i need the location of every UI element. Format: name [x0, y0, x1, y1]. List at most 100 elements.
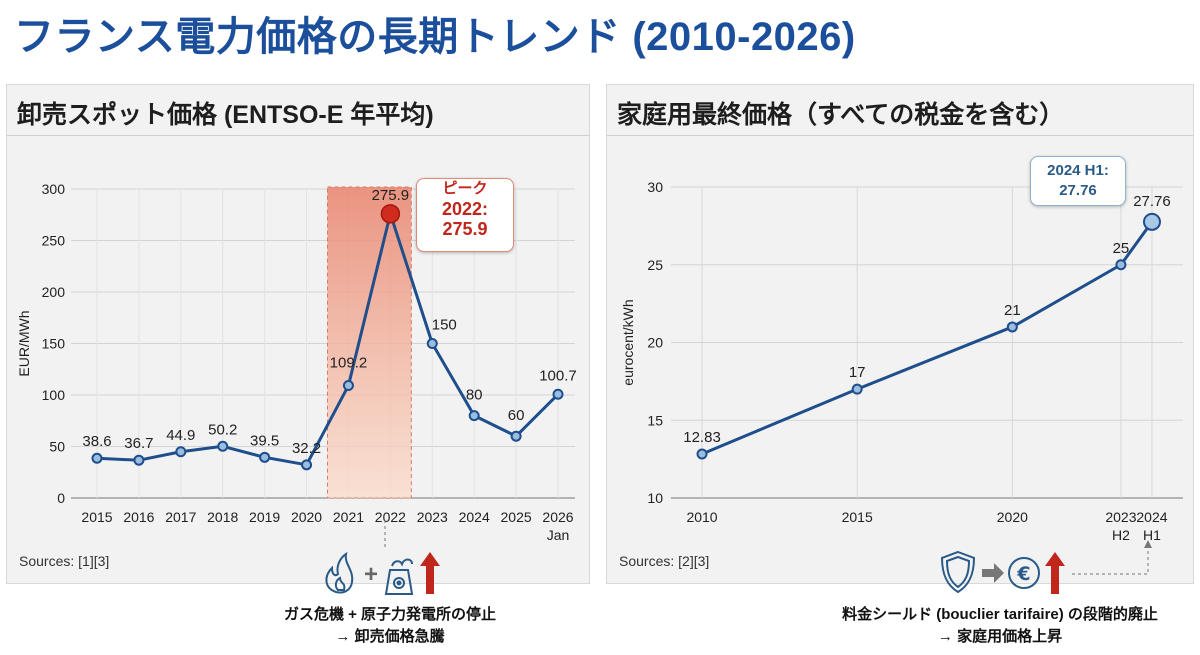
data-label: 21 — [1004, 302, 1021, 319]
panel-divider — [7, 135, 589, 136]
x-tick-label: 2023 — [417, 509, 448, 525]
arrow-up-icon — [1045, 552, 1065, 594]
peak-callout: ピーク 2022: 275.9 — [416, 178, 514, 252]
y-tick-label: 150 — [42, 336, 66, 352]
crisis-highlight-band — [327, 186, 412, 499]
x-tick-sublabel: Jan — [547, 527, 570, 543]
h1-callout-value: 27.76 — [1059, 182, 1097, 199]
y-tick-label: 10 — [647, 490, 663, 506]
x-tick-label: 2015 — [842, 509, 873, 525]
data-point — [552, 388, 564, 400]
data-point — [1006, 321, 1018, 333]
data-label: 150 — [432, 317, 457, 334]
shield-removal-icons: € — [940, 550, 1065, 594]
nuclear-plant-icon — [384, 558, 414, 595]
data-point — [468, 410, 480, 422]
wholesale-note-line1: ガス危機 + 原子力発電所の停止 — [283, 606, 497, 623]
x-tick-label: 2022 — [375, 509, 406, 525]
peak-callout-value: 275.9 — [442, 219, 488, 239]
x-tick-label: 2015 — [81, 509, 112, 525]
x-tick-label: 2016 — [123, 509, 154, 525]
shield-icon — [940, 550, 976, 594]
data-point — [133, 454, 145, 466]
crisis-icons: + — [325, 551, 440, 595]
household-note: 料金シールド (bouclier tarifaire) の段階的廃止 → 家庭用… — [805, 604, 1195, 648]
wholesale-note-line2: → 卸売価格急騰 — [335, 628, 445, 645]
x-tick-label: 2018 — [207, 509, 238, 525]
y-tick-label: 300 — [42, 181, 66, 197]
svg-text:€: € — [1016, 563, 1030, 585]
x-tick-label: 2021 — [333, 509, 364, 525]
x-tick-label: 2019 — [249, 509, 280, 525]
data-point — [301, 459, 313, 471]
x-tick-label: 2026 — [542, 509, 573, 525]
data-label: 44.9 — [166, 427, 195, 444]
wholesale-sources: Sources: [1][3] — [19, 553, 110, 569]
household-series-line — [701, 220, 1154, 456]
data-label: 109.2 — [330, 355, 368, 372]
data-label: 17 — [849, 364, 866, 381]
y-tick-label: 200 — [42, 284, 66, 300]
x-tick-label: 2020 — [291, 509, 322, 525]
y-tick-label: 30 — [647, 179, 663, 195]
h1-callout-label: 2024 H1: — [1047, 162, 1109, 179]
panel-divider — [607, 135, 1193, 136]
page-title: フランス電力価格の長期トレンド (2010-2026) — [14, 15, 856, 59]
data-label: 38.6 — [82, 433, 111, 450]
x-tick-sublabel: H2 — [1112, 527, 1130, 543]
data-point — [342, 380, 354, 392]
wholesale-price-panel: 卸売スポット価格 (ENTSO-E 年平均) 0 50 100 150 200 250 30… — [6, 84, 590, 584]
wholesale-note: ガス危機 + 原子力発電所の停止 → 卸売価格急騰 — [250, 604, 530, 648]
plus-icon: + — [364, 561, 378, 588]
x-tick-label: 2020 — [997, 509, 1028, 525]
y-tick-label: 100 — [42, 387, 66, 403]
data-point — [259, 451, 271, 463]
data-point — [851, 383, 863, 395]
euro-icon: € — [1008, 557, 1040, 589]
data-label: 27.76 — [1133, 193, 1171, 210]
y-tick-label: 25 — [647, 257, 663, 273]
data-label: 39.5 — [250, 432, 279, 449]
y-axis-label: EUR/MWh — [16, 310, 32, 376]
latest-point — [1142, 212, 1161, 231]
arrow-right-icon — [982, 563, 1004, 583]
x-tick-label: 2024 — [1136, 509, 1167, 525]
flame-icon — [325, 551, 354, 594]
y-tick-label: 50 — [49, 439, 65, 455]
data-label: 12.83 — [683, 429, 721, 446]
y-axis-label: eurocent/kWh — [620, 299, 636, 385]
data-label: 275.9 — [372, 187, 410, 204]
household-note-line2: → 家庭用価格上昇 — [937, 628, 1063, 645]
leader-line-right — [1072, 540, 1152, 575]
leader-line — [384, 520, 386, 550]
h1-2024-callout: 2024 H1: 27.76 — [1030, 156, 1126, 206]
data-point — [696, 448, 708, 460]
x-tick-sublabel: H1 — [1143, 527, 1161, 543]
y-tick-label: 0 — [57, 490, 65, 506]
wholesale-panel-title: 卸売スポット価格 (ENTSO-E 年平均) — [17, 101, 434, 129]
data-point — [426, 338, 438, 349]
y-tick-label: 20 — [647, 335, 663, 351]
data-point — [217, 440, 229, 452]
household-note-line1: 料金シールド (bouclier tarifaire) の段階的廃止 — [842, 606, 1158, 623]
data-point — [175, 446, 187, 458]
peak-point — [380, 204, 401, 224]
data-label: 50.2 — [208, 421, 237, 438]
x-tick-label: 2023 — [1105, 509, 1136, 525]
peak-callout-label: ピーク — [442, 180, 488, 197]
data-label: 36.7 — [124, 435, 153, 452]
household-panel-title: 家庭用最終価格（すべての税金を含む） — [617, 101, 1065, 129]
wholesale-series-line — [96, 212, 560, 467]
data-label: 60 — [508, 407, 525, 424]
peak-callout-year: 2022: — [441, 199, 489, 219]
household-price-panel: 家庭用最終価格（すべての税金を含む） 10 15 20 25 30 eurocent/kW… — [606, 84, 1194, 584]
x-tick-label: 2025 — [501, 509, 532, 525]
data-point — [510, 430, 522, 442]
y-tick-label: 250 — [42, 233, 66, 249]
x-tick-label: 2010 — [686, 509, 717, 525]
data-point — [91, 452, 103, 464]
y-tick-label: 15 — [647, 412, 663, 428]
data-label: 25 — [1113, 240, 1130, 257]
data-label: 100.7 — [539, 367, 577, 384]
wholesale-price-chart: 0 50 100 150 200 250 300 EUR/MWh 38.6 36.7 44.9 50.… — [16, 181, 577, 543]
